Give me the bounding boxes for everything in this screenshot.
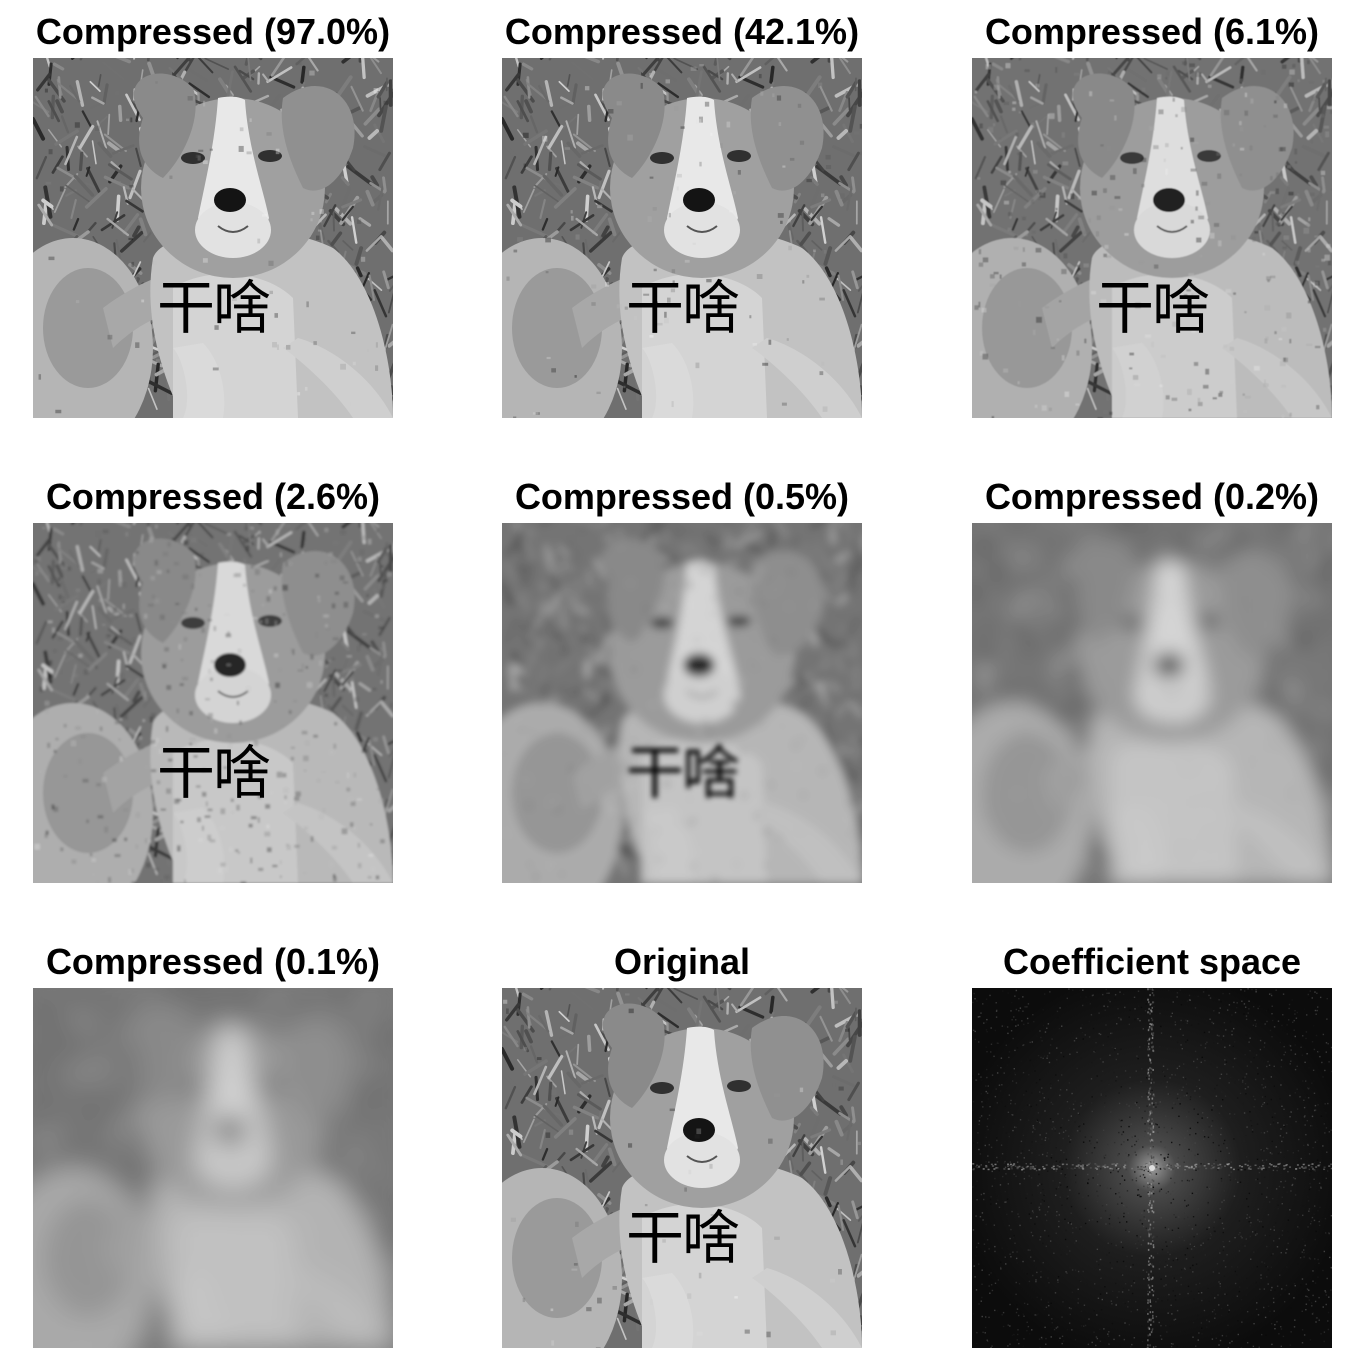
panel-title: Compressed (42.1%) — [504, 11, 860, 52]
panel-title: Compressed (97.0%) — [35, 11, 391, 52]
dog-image — [972, 523, 1332, 883]
dog-image — [33, 523, 393, 883]
dog-image — [502, 988, 862, 1348]
panel-title: Compressed (2.6%) — [45, 476, 381, 517]
panel-title: Compressed (0.1%) — [45, 941, 381, 982]
panel-title: Compressed (0.5%) — [514, 476, 850, 517]
panel-title: Original — [613, 941, 751, 982]
spectrum-image — [972, 988, 1332, 1348]
panel-title: Compressed (6.1%) — [984, 11, 1320, 52]
dog-image — [502, 523, 862, 883]
panel-title: Coefficient space — [1002, 941, 1302, 982]
panel-title: Compressed (0.2%) — [984, 476, 1320, 517]
dog-image — [33, 58, 393, 418]
dog-image — [972, 58, 1332, 418]
dog-image — [502, 58, 862, 418]
dog-image — [33, 988, 393, 1348]
